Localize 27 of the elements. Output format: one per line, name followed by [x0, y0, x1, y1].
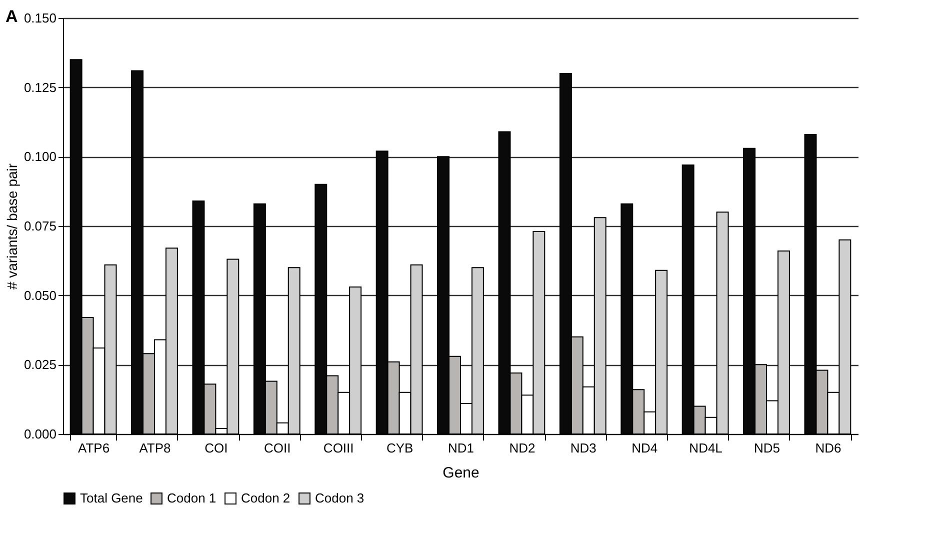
legend-label: Codon 1 — [167, 490, 216, 506]
x-tick-label: ND6 — [815, 440, 842, 456]
x-tick-label: ND5 — [754, 440, 780, 456]
x-tick-label: ND4 — [632, 440, 658, 456]
y-tick-label: 0.150 — [24, 10, 56, 26]
y-tick-label: 0.050 — [24, 288, 56, 303]
x-tick-label: ND3 — [570, 440, 596, 456]
x-tick-label: CYB — [386, 440, 414, 456]
x-tick-label: ND4L — [689, 440, 722, 456]
y-tick-label: 0.125 — [24, 80, 56, 95]
chart-title: A — [5, 7, 18, 26]
legend-label: Total Gene — [80, 490, 143, 506]
y-tick-label: 0.075 — [24, 218, 56, 234]
x-tick-label: COIII — [323, 440, 354, 456]
y-tick-label: 0.100 — [24, 149, 56, 164]
y-axis-title: # variants/ base pair — [4, 163, 20, 290]
x-axis-title: Gene — [442, 464, 480, 482]
x-tick-label: ND2 — [509, 440, 536, 456]
x-tick-label: ND1 — [448, 440, 474, 456]
x-tick-label: COI — [204, 440, 228, 456]
y-tick-label: 0.000 — [24, 426, 56, 442]
y-tick-label: 0.025 — [24, 357, 56, 372]
x-tick-label: ATP8 — [139, 440, 171, 456]
x-tick-label: COII — [264, 440, 291, 456]
x-tick-label: ATP6 — [78, 440, 110, 456]
legend-label: Codon 2 — [241, 490, 290, 506]
legend-label: Codon 3 — [315, 490, 364, 506]
